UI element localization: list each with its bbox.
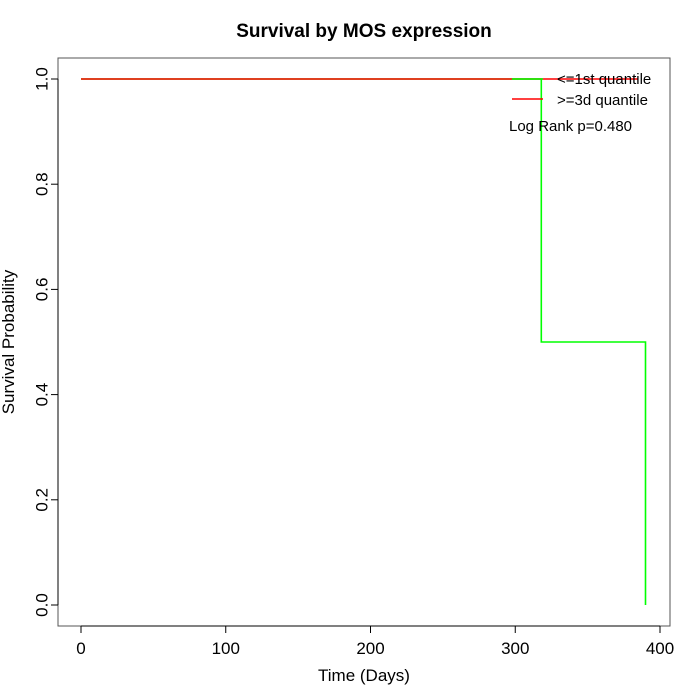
legend: <=1st quantile >=3d quantile Log Rank p=… — [509, 71, 651, 135]
x-tick-label: 0 — [76, 639, 85, 658]
series-layer — [81, 78, 647, 605]
x-axis-label: Time (Days) — [318, 666, 410, 685]
x-tick-label: 400 — [646, 639, 674, 658]
log-rank-annotation: Log Rank p=0.480 — [509, 118, 632, 135]
legend-label-high: >=3d quantile — [557, 92, 648, 109]
y-tick-label: 0.8 — [32, 172, 51, 196]
y-axis: 0.0 0.2 0.4 0.6 0.8 1.0 — [32, 67, 59, 617]
x-axis: 0 100 200 300 400 — [76, 625, 674, 658]
y-tick-label: 0.4 — [32, 383, 51, 407]
y-tick-label: 1.0 — [32, 67, 51, 91]
chart-title: Survival by MOS expression — [236, 21, 492, 42]
series-line-0 — [81, 78, 647, 605]
x-tick-label: 100 — [212, 639, 240, 658]
x-tick-label: 300 — [501, 639, 529, 658]
y-tick-label: 0.0 — [32, 593, 51, 617]
y-axis-label: Survival Probability — [0, 269, 18, 414]
legend-label-low: <=1st quantile — [557, 71, 651, 88]
y-tick-label: 0.6 — [32, 278, 51, 302]
x-tick-label: 200 — [356, 639, 384, 658]
y-tick-label: 0.2 — [32, 488, 51, 512]
